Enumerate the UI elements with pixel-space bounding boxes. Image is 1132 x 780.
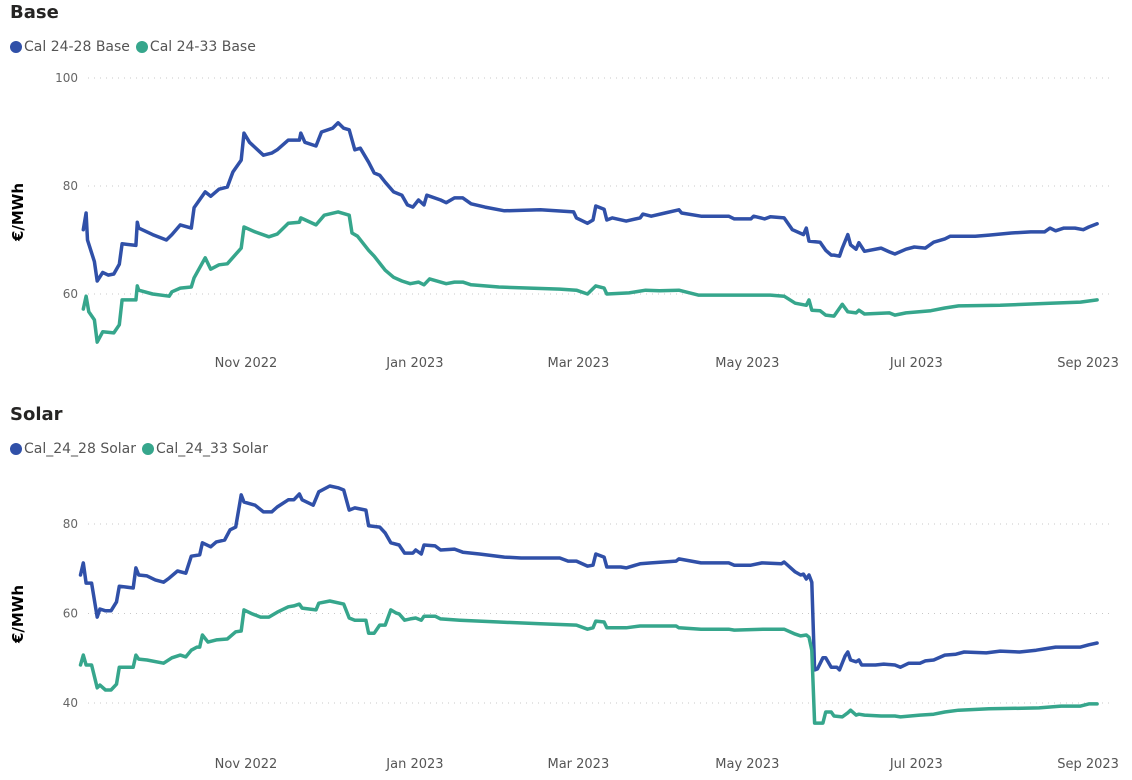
x-tick-label: Nov 2022 — [215, 356, 278, 371]
x-tick-label: Nov 2022 — [215, 757, 278, 772]
legend-label: Cal_24_33 Solar — [156, 441, 268, 457]
x-tick-label: May 2023 — [715, 757, 779, 772]
y-tick-label: 60 — [63, 607, 78, 621]
x-tick-label: Mar 2023 — [547, 757, 609, 772]
legend-item-cal-24-33-base[interactable]: Cal 24-33 Base — [135, 39, 256, 55]
y-tick-label: 60 — [63, 287, 78, 301]
x-tick-label: Jan 2023 — [385, 757, 443, 772]
x-tick-label: Mar 2023 — [547, 356, 609, 371]
solar-chart-title: Solar — [10, 404, 63, 425]
legend-dot-icon — [10, 41, 22, 53]
legend-label: Cal 24-28 Base — [24, 39, 130, 55]
legend-item-cal-24-33-solar[interactable]: Cal_24_33 Solar — [142, 441, 268, 457]
legend-item-cal-24-28-solar[interactable]: Cal_24_28 Solar — [10, 441, 136, 457]
series-line-cal-24-28-solar — [78, 484, 1099, 672]
x-tick-label: Jul 2023 — [889, 356, 943, 371]
y-tick-label: 80 — [63, 179, 78, 193]
x-tick-label: May 2023 — [715, 356, 779, 371]
y-axis-title: €/MWh — [9, 183, 27, 242]
legend-label: Cal 24-33 Base — [149, 39, 256, 55]
y-tick-label: 80 — [63, 517, 78, 531]
base-chart-legend: Cal 24-28 Base Cal 24-33 Base — [10, 39, 258, 55]
x-tick-label: Jan 2023 — [385, 356, 443, 371]
series-line-cal-24-28-base — [81, 121, 1099, 283]
legend-dot-icon — [135, 41, 148, 53]
legend-dot-icon — [142, 443, 154, 455]
y-tick-label: 100 — [55, 71, 78, 85]
series-line-cal-24-33-solar — [78, 599, 1099, 725]
legend-label: Cal_24_28 Solar — [24, 441, 136, 457]
x-tick-label: Sep 2023 — [1057, 356, 1119, 371]
series-line-cal-24-33-base — [81, 210, 1099, 344]
legend-dot-icon — [10, 443, 22, 455]
x-tick-label: Jul 2023 — [889, 757, 943, 772]
solar-chart-legend: Cal_24_28 Solar Cal_24_33 Solar — [10, 441, 270, 457]
y-tick-label: 40 — [63, 696, 78, 710]
y-axis-title: €/MWh — [9, 585, 27, 644]
legend-item-cal-24-28-base[interactable]: Cal 24-28 Base — [10, 39, 130, 55]
x-tick-label: Sep 2023 — [1057, 757, 1119, 772]
base-chart-title: Base — [10, 2, 59, 23]
